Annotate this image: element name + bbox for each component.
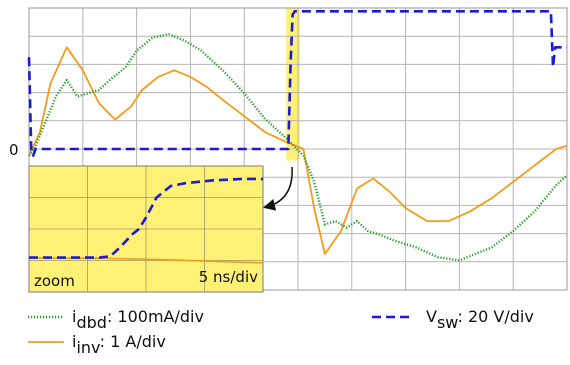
plot-frame <box>28 7 568 291</box>
inset-series-inv-line <box>28 256 264 264</box>
legend-label-sw: Vsw: 20 V/div <box>426 307 534 332</box>
zoom-inset: zoom 5 ns/div <box>28 165 264 293</box>
zero-level-label: 0 <box>9 141 19 159</box>
zoom-arrow <box>263 166 293 211</box>
legend-label-dbd: idbd: 100mA/div <box>72 307 204 332</box>
series-sw-line <box>27 10 567 157</box>
inset-zoom-label: zoom <box>34 272 75 290</box>
zoom-arrow-path <box>263 166 293 211</box>
series-layer <box>27 10 568 262</box>
inset-series-sw-line <box>29 177 263 259</box>
inset-scale-label: 5 ns/div <box>199 268 258 286</box>
legend-label-inv: iinv: 1 A/div <box>72 332 166 357</box>
